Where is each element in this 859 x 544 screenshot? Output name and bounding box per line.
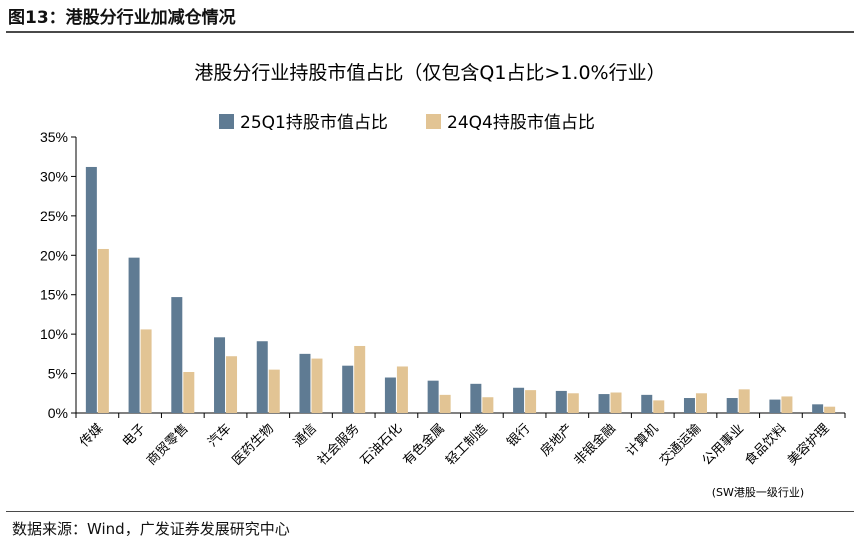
category-label: 有色金属	[400, 421, 448, 469]
bar-24Q4-12	[610, 392, 622, 413]
category-label: 交通运输	[656, 421, 704, 469]
figure-header: 图13：港股分行业加减仓情况	[0, 0, 859, 30]
y-tick-label: 0%	[48, 405, 68, 421]
bar-24Q4-11	[567, 393, 579, 413]
legend-label-24Q4: 24Q4持股市值占比	[447, 113, 595, 133]
category-label: 非银金融	[571, 421, 619, 469]
bar-24Q4-7	[396, 366, 408, 413]
category-label: 银行	[504, 421, 533, 450]
bar-25Q1-15	[726, 398, 738, 413]
bar-25Q1-12	[598, 394, 610, 413]
bar-24Q4-8	[439, 394, 451, 413]
legend: 25Q1持股市值占比 24Q4持股市值占比	[219, 113, 595, 133]
category-label: 通信	[291, 421, 320, 450]
category-label: 电子	[120, 421, 149, 450]
category-label: 美容护理	[784, 421, 832, 469]
bar-24Q4-15	[738, 389, 750, 413]
bar-24Q4-5	[311, 358, 323, 413]
bar-25Q1-2	[171, 297, 183, 413]
category-label: 传媒	[77, 421, 106, 450]
top-rule	[6, 31, 854, 33]
category-label: 社会服务	[314, 421, 362, 469]
y-tick-label: 35%	[40, 129, 68, 145]
legend-label-25Q1: 25Q1持股市值占比	[240, 113, 388, 133]
bar-25Q1-10	[513, 387, 525, 413]
bar-24Q4-9	[482, 397, 494, 413]
category-label: 房地产	[537, 421, 576, 460]
bars	[85, 166, 836, 413]
y-tick-label: 30%	[40, 168, 68, 184]
source-note: 数据来源：Wind，广发证券发展研究中心	[12, 520, 290, 538]
bar-25Q1-0	[85, 166, 97, 413]
bar-24Q4-13	[653, 400, 665, 413]
axis-note: (SW港股一级行业)	[712, 486, 804, 499]
y-tick-label: 15%	[40, 287, 68, 303]
bar-25Q1-11	[555, 390, 567, 413]
legend-swatch-24Q4	[426, 114, 441, 129]
bar-25Q1-8	[427, 380, 439, 413]
category-label: 医药生物	[230, 421, 277, 468]
category-label: 商贸零售	[144, 421, 192, 469]
bar-24Q4-1	[140, 329, 152, 413]
bar-25Q1-1	[128, 257, 140, 413]
bar-24Q4-14	[695, 393, 707, 413]
bar-25Q1-3	[214, 337, 226, 413]
bar-24Q4-6	[354, 345, 366, 413]
legend-swatch-25Q1	[219, 114, 234, 129]
bottom-rule	[6, 511, 854, 512]
bar-25Q1-13	[641, 394, 653, 413]
category-label: 汽车	[205, 421, 235, 451]
category-label: 公用事业	[700, 421, 747, 468]
bar-25Q1-16	[769, 399, 781, 413]
bar-24Q4-16	[781, 396, 793, 413]
y-tick-label: 20%	[40, 247, 68, 263]
category-label: 食品饮料	[742, 421, 790, 469]
bar-24Q4-17	[824, 406, 836, 413]
bar-25Q1-14	[683, 398, 695, 413]
bar-25Q1-6	[342, 365, 354, 413]
y-tick-label: 10%	[40, 326, 68, 342]
bar-24Q4-3	[226, 356, 238, 413]
chart-title: 港股分行业持股市值占比（仅包含Q1占比>1.0%行业）	[194, 62, 665, 84]
y-tick-label: 5%	[48, 366, 68, 382]
bar-25Q1-4	[256, 341, 268, 413]
bar-24Q4-4	[268, 369, 280, 413]
bar-25Q1-7	[384, 377, 396, 413]
figure-label: 图13：港股分行业加减仓情况	[8, 8, 236, 28]
bar-24Q4-10	[525, 390, 537, 413]
bar-24Q4-0	[97, 248, 109, 413]
y-axis: 0% 5% 10% 15% 20% 25% 30% 35%	[40, 129, 77, 421]
x-axis	[75, 412, 846, 418]
bar-25Q1-5	[299, 353, 311, 413]
category-label: 计算机	[623, 421, 661, 459]
bar-25Q1-17	[812, 404, 824, 413]
y-tick-label: 25%	[40, 208, 68, 224]
category-label: 石油石化	[358, 421, 405, 468]
bar-24Q4-2	[183, 371, 195, 413]
category-label: 轻工制造	[443, 421, 490, 468]
bar-25Q1-9	[470, 383, 482, 413]
